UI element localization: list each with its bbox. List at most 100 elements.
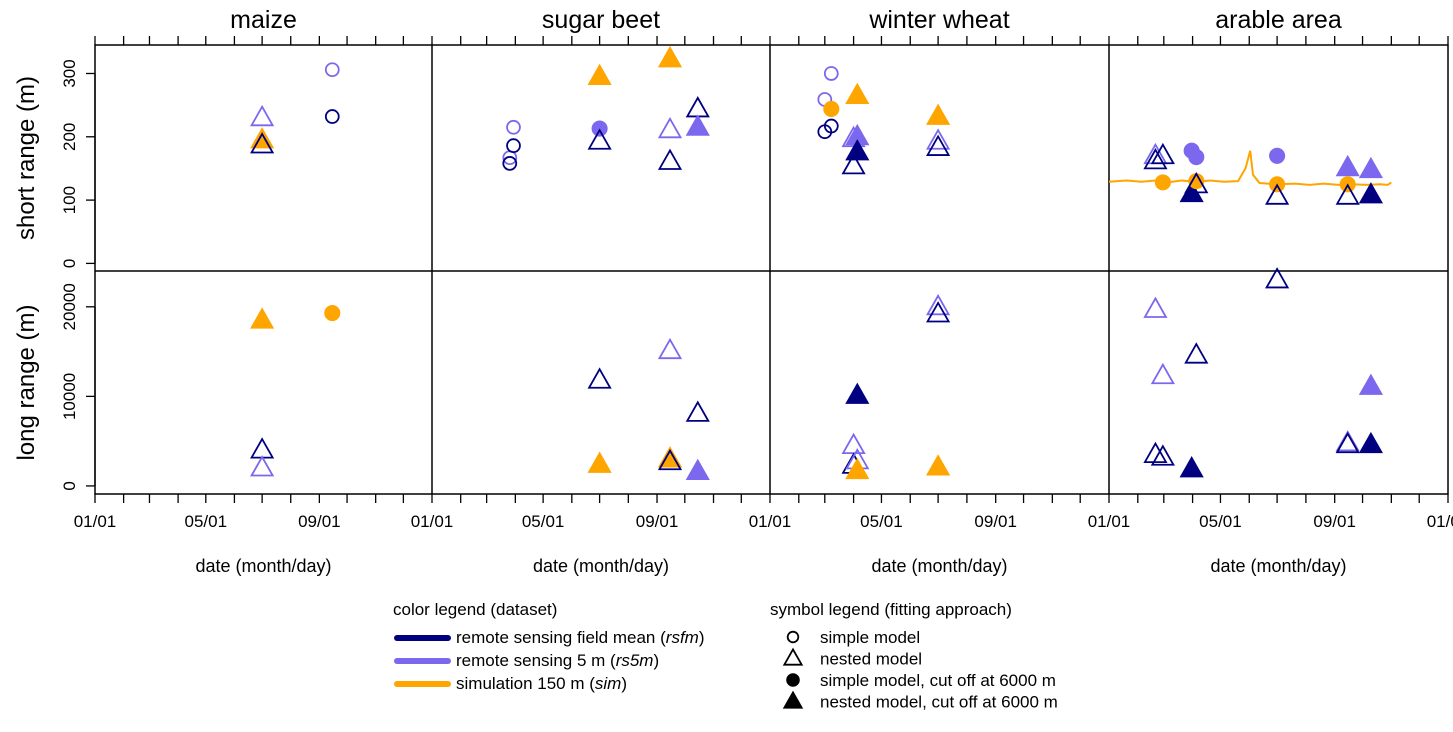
- point-rs5m-nested: [250, 104, 275, 127]
- point-rs5m-nested: [926, 128, 951, 150]
- point-rsfm-nested: [926, 301, 951, 323]
- panel-title-sugar-beet: sugar beet: [542, 6, 660, 34]
- point-sim-nested_cut: [250, 307, 275, 329]
- point-rsfm-simple: [502, 156, 518, 171]
- x-axis-label: date (month/day): [533, 556, 669, 576]
- point-rs5m-simple: [506, 119, 521, 135]
- point-sim-nested_cut: [657, 446, 683, 468]
- point-rsfm-nested: [841, 153, 866, 175]
- x-axis-label: date (month/day): [1210, 556, 1346, 576]
- point-rsfm-nested: [657, 148, 683, 170]
- point-rs5m-simple: [823, 66, 839, 81]
- x-tick-label: 09/01: [974, 512, 1017, 531]
- point-rs5m-simple_cut: [1188, 149, 1205, 166]
- point-sim-nested_cut: [587, 451, 612, 473]
- y-tick-label: 0: [60, 481, 79, 490]
- legend-symbol-nested: [782, 647, 804, 666]
- point-sim-nested_cut: [657, 46, 683, 68]
- point-rs5m-nested: [1150, 362, 1175, 385]
- symbol-legend-label-nested_cut: nested model, cut off at 6000 m: [820, 693, 1058, 712]
- point-sim-simple_cut: [823, 100, 840, 117]
- x-tick-label: 01/01: [411, 512, 454, 531]
- point-rs5m-nested: [1143, 142, 1168, 165]
- y-tick-label: 0: [60, 259, 79, 268]
- point-rsfm-nested_cut: [1358, 182, 1383, 204]
- y-tick-label: 20000: [60, 283, 79, 330]
- point-rs5m-simple_cut: [1269, 147, 1286, 164]
- y-tick-label: 300: [60, 59, 79, 87]
- point-rsfm-simple: [324, 109, 340, 124]
- point-sim-nested_cut: [926, 454, 951, 476]
- x-tick-label: 01/01: [74, 512, 117, 531]
- panel-title-winter-wheat: winter wheat: [868, 6, 1009, 34]
- x-tick-label: 05/01: [185, 512, 228, 531]
- symbol-legend-title: symbol legend (fitting approach): [770, 600, 1012, 619]
- point-rs5m-simple: [324, 62, 340, 78]
- point-rsfm-nested_cut: [845, 382, 870, 404]
- chart-legends: color legend (dataset) remote sensing fie…: [393, 600, 1058, 712]
- point-rs5m-nested_cut: [1358, 373, 1383, 395]
- symbol-legend-label-simple_cut: simple model, cut off at 6000 m: [820, 671, 1056, 690]
- point-rs5m-nested_cut: [1358, 156, 1383, 179]
- x-tick-label: 09/01: [1313, 512, 1356, 531]
- panel-title-arable-area: arable area: [1215, 6, 1342, 34]
- legend-symbol-simple: [786, 630, 800, 644]
- point-rsfm-nested: [250, 132, 275, 154]
- chart-panels: maize 01/01 05/01 09/01 date (month/day) suga…: [13, 6, 1453, 576]
- symbol-legend-label-nested: nested model: [820, 650, 922, 669]
- x-tick-label: 01/01: [749, 512, 792, 531]
- point-rs5m-nested_cut: [1335, 154, 1360, 177]
- chart-marks: [250, 46, 1392, 481]
- point-sim-nested_cut: [845, 82, 870, 105]
- point-rsfm-nested: [1143, 441, 1168, 463]
- color-legend-label-sim: simulation 150 m (sim): [456, 674, 627, 693]
- x-axis-label: date (month/day): [195, 556, 331, 576]
- point-rsfm-nested: [685, 400, 710, 422]
- x-axis-label: date (month/day): [871, 556, 1007, 576]
- y-tick-label: 10000: [60, 373, 79, 420]
- point-sim-nested_cut: [587, 63, 612, 86]
- point-rs5m-nested: [657, 116, 683, 139]
- point-rs5m-nested: [926, 293, 951, 316]
- point-sim-nested_cut: [926, 103, 951, 125]
- point-rsfm-nested: [1265, 267, 1290, 289]
- x-tick-label: 01/01: [1427, 512, 1453, 531]
- point-rsfm-nested: [587, 367, 612, 389]
- color-legend-label-rs5m: remote sensing 5 m (rs5m): [456, 651, 659, 670]
- x-tick-label: 05/01: [1199, 512, 1242, 531]
- x-tick-label: 01/01: [1088, 512, 1131, 531]
- point-rsfm-simple: [823, 118, 839, 134]
- point-rsfm-nested_cut: [845, 139, 870, 161]
- point-rs5m-nested_cut: [685, 458, 710, 481]
- symbol-legend-label-simple: simple model: [820, 628, 920, 647]
- point-rsfm-nested: [657, 448, 683, 471]
- point-rsfm-nested: [250, 437, 275, 459]
- x-tick-label: 05/01: [860, 512, 903, 531]
- point-rsfm-nested: [1335, 431, 1360, 454]
- y-axis-label: long range (m): [13, 304, 40, 460]
- point-sim-nested_cut: [250, 127, 275, 149]
- point-rsfm-nested: [685, 96, 710, 118]
- x-tick-label: 05/01: [522, 512, 565, 531]
- point-rsfm-nested: [587, 128, 612, 150]
- point-rs5m-nested_cut: [685, 114, 710, 136]
- point-rsfm-nested: [1150, 142, 1175, 165]
- point-rsfm-nested: [1335, 183, 1360, 205]
- point-rs5m-nested: [841, 432, 866, 455]
- point-rsfm-simple: [506, 138, 521, 154]
- point-rsfm-nested: [1184, 342, 1209, 364]
- y-tick-label: 200: [60, 123, 79, 151]
- y-axis-label: short range (m): [13, 76, 40, 240]
- legend-symbol-nested_cut: [782, 690, 804, 709]
- point-rs5m-nested: [657, 337, 683, 360]
- point-rsfm-nested: [1143, 147, 1168, 170]
- color-legend-label-rsfm: remote sensing field mean (rsfm): [456, 628, 705, 647]
- point-rsfm-nested: [926, 134, 951, 156]
- point-sim-nested_cut: [845, 457, 870, 480]
- point-rsfm-nested: [1150, 444, 1175, 466]
- point-rsfm-nested: [1184, 172, 1209, 194]
- y-tick-label: 100: [60, 186, 79, 214]
- point-sim-simple_cut: [1154, 174, 1171, 191]
- x-tick-label: 09/01: [298, 512, 341, 531]
